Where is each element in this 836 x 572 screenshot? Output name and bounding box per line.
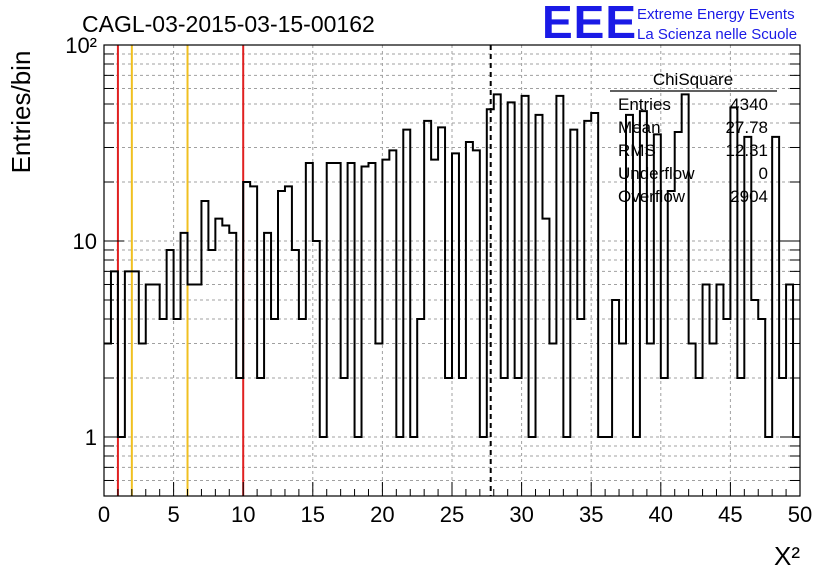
x-tick-label: 10 [231,502,255,527]
stats-title: ChiSquare [653,70,733,89]
logo-line1: Extreme Energy Events [637,6,795,23]
y-tick-label: 10 [73,229,97,254]
stats-label: Mean [618,118,661,137]
x-tick-label: 5 [167,502,179,527]
y-axis-label: Entries/bin [6,51,36,174]
eee-logo: EEE [542,0,637,48]
x-tick-label: 25 [440,502,464,527]
x-tick-label: 50 [788,502,812,527]
x-tick-label: 20 [370,502,394,527]
stats-label: Overflow [618,187,686,206]
x-axis-label: X² [774,541,800,571]
stats-label: RMS [618,141,656,160]
x-tick-label: 15 [301,502,325,527]
stats-value: 0 [759,164,768,183]
chart-title: CAGL-03-2015-03-15-00162 [82,11,375,37]
stats-label: Underflow [618,164,695,183]
logo-line2: La Scienza nelle Scuole [637,26,797,43]
x-tick-label: 35 [579,502,603,527]
histogram-line [104,93,800,438]
y-tick-label: 10² [65,33,97,58]
stats-box: ChiSquare Entries 4340 Mean 27.78 RMS 12.31 Un… [610,70,777,206]
stats-value: 2904 [730,187,768,206]
axes: 0 5 10 15 20 25 30 35 40 45 50 1 10 10² [65,33,812,527]
stats-value: 4340 [730,95,768,114]
stats-label: Entries [618,95,671,114]
x-tick-label: 40 [649,502,673,527]
stats-value: 12.31 [725,141,768,160]
y-tick-label: 1 [85,425,97,450]
x-tick-label: 0 [98,502,110,527]
x-tick-label: 45 [718,502,742,527]
stats-value: 27.78 [725,118,768,137]
x-tick-label: 30 [509,502,533,527]
